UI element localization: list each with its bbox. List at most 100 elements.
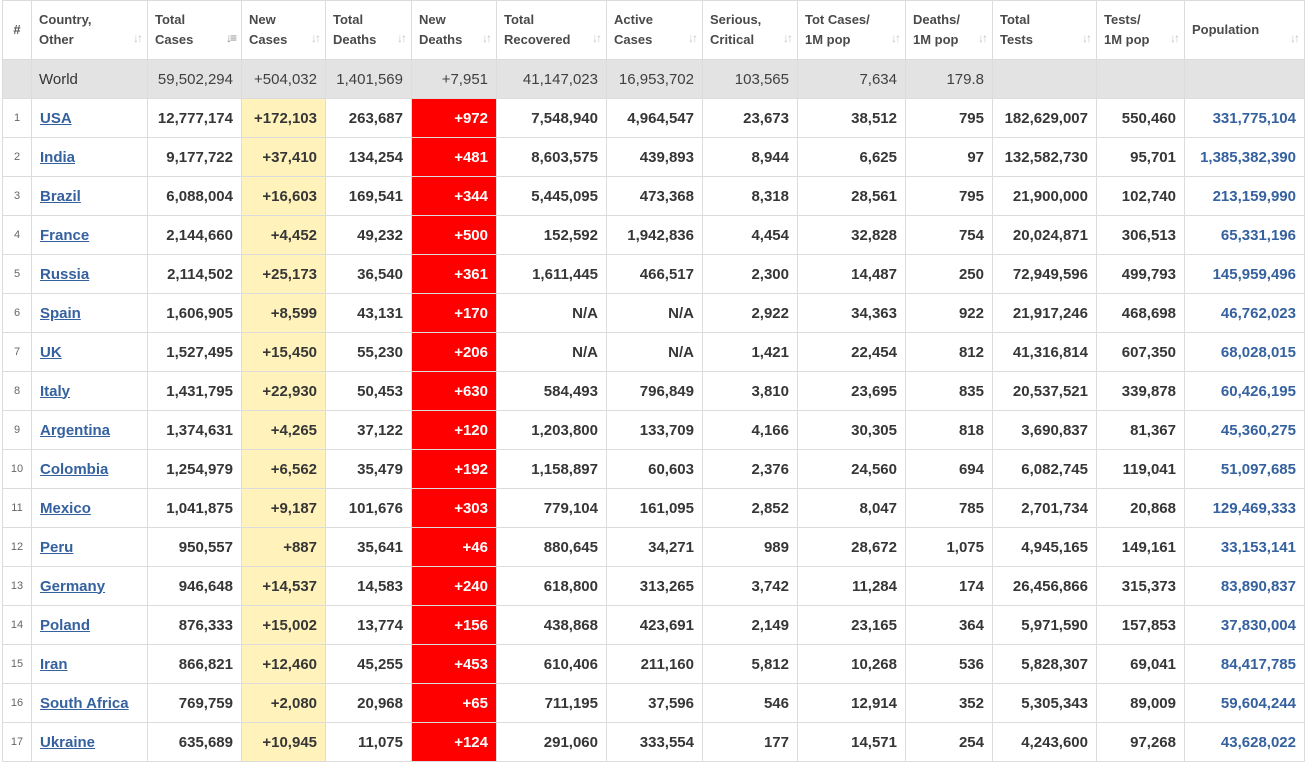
country-name: World bbox=[31, 59, 148, 99]
population-link[interactable]: 84,417,785 bbox=[1220, 655, 1296, 673]
header-label: New bbox=[419, 12, 446, 27]
header-total-recovered[interactable]: Total Recovered ↓↑ bbox=[496, 0, 607, 60]
country-link[interactable]: Brazil bbox=[40, 187, 81, 205]
total-deaths-cell: 13,774 bbox=[325, 605, 412, 645]
header-label: Other bbox=[39, 32, 74, 47]
country-link[interactable]: Russia bbox=[40, 265, 90, 283]
header-total-cases[interactable]: Total Cases ↓≡ bbox=[147, 0, 242, 60]
population-cell bbox=[1184, 59, 1305, 99]
table-row: 1 USA 12,777,174 +172,103 263,687 +972 7,548,9… bbox=[2, 98, 1305, 138]
sort-icon[interactable]: ↓↑ bbox=[783, 31, 793, 45]
total-tests-cell: 182,629,007 bbox=[992, 98, 1097, 138]
total-cases-cell: 6,088,004 bbox=[147, 176, 242, 216]
total-deaths-cell: 134,254 bbox=[325, 137, 412, 177]
active-cases-cell: 313,265 bbox=[606, 566, 703, 606]
tests-1m-cell: 102,740 bbox=[1096, 176, 1185, 216]
new-cases-cell: +22,930 bbox=[241, 371, 326, 411]
country-link[interactable]: Peru bbox=[40, 538, 74, 556]
new-cases-cell: +9,187 bbox=[241, 488, 326, 528]
table-row: 6 Spain 1,606,905 +8,599 43,131 +170 N/A N/A 2,9… bbox=[2, 293, 1305, 333]
country-link[interactable]: Germany bbox=[40, 577, 106, 595]
header-tests-1m[interactable]: Tests/1M pop ↓↑ bbox=[1096, 0, 1185, 60]
country-link[interactable]: Italy bbox=[40, 382, 71, 400]
population-link[interactable]: 213,159,990 bbox=[1212, 187, 1296, 205]
header-label: Cases bbox=[614, 32, 653, 47]
sort-icon[interactable]: ↓↑ bbox=[592, 31, 602, 45]
header-deaths-1m[interactable]: Deaths/1M pop ↓↑ bbox=[905, 0, 993, 60]
header-total-deaths[interactable]: Total Deaths ↓↑ bbox=[325, 0, 412, 60]
population-link[interactable]: 51,097,685 bbox=[1220, 460, 1296, 478]
sort-icon[interactable]: ↓↑ bbox=[397, 31, 407, 45]
tot-cases-1m-cell: 10,268 bbox=[797, 644, 906, 684]
sort-icon[interactable]: ↓↑ bbox=[891, 31, 901, 45]
sort-icon[interactable]: ↓↑ bbox=[688, 31, 698, 45]
serious-critical-cell: 546 bbox=[702, 683, 798, 723]
tests-1m-cell: 306,513 bbox=[1096, 215, 1185, 255]
country-link[interactable]: Iran bbox=[40, 655, 68, 673]
population-link[interactable]: 1,385,382,390 bbox=[1200, 148, 1296, 166]
header-population[interactable]: Population ↓↑ bbox=[1184, 0, 1305, 60]
population-link[interactable]: 331,775,104 bbox=[1212, 109, 1296, 127]
population-link[interactable]: 145,959,496 bbox=[1212, 265, 1296, 283]
sort-icon[interactable]: ↓↑ bbox=[1170, 31, 1180, 45]
population-link[interactable]: 60,426,195 bbox=[1220, 382, 1296, 400]
country-link[interactable]: India bbox=[40, 148, 76, 166]
table-row: 2 India 9,177,722 +37,410 134,254 +481 8,603,5… bbox=[2, 137, 1305, 177]
population-link[interactable]: 59,604,244 bbox=[1220, 694, 1296, 712]
country-link[interactable]: USA bbox=[40, 109, 72, 127]
country-link[interactable]: Spain bbox=[40, 304, 81, 322]
table-header: # Country, Other ↓↑ Total Cases ↓≡ New Cases ↓↑ To… bbox=[2, 0, 1305, 60]
population-link[interactable]: 68,028,015 bbox=[1220, 343, 1296, 361]
country-link[interactable]: Poland bbox=[40, 616, 91, 634]
header-country[interactable]: Country, Other ↓↑ bbox=[31, 0, 148, 60]
total-cases-cell: 946,648 bbox=[147, 566, 242, 606]
header-active-cases[interactable]: Active Cases ↓↑ bbox=[606, 0, 703, 60]
country-cell: Spain bbox=[31, 293, 148, 333]
population-link[interactable]: 43,628,022 bbox=[1220, 733, 1296, 751]
country-link[interactable]: Argentina bbox=[40, 421, 111, 439]
population-link[interactable]: 45,360,275 bbox=[1220, 421, 1296, 439]
header-label: 1M pop bbox=[913, 32, 959, 47]
new-deaths-cell: +630 bbox=[411, 371, 497, 411]
country-link[interactable]: Mexico bbox=[40, 499, 91, 517]
population-link[interactable]: 129,469,333 bbox=[1212, 499, 1296, 517]
header-total-tests[interactable]: Total Tests ↓↑ bbox=[992, 0, 1097, 60]
total-cases-cell: 2,144,660 bbox=[147, 215, 242, 255]
country-link[interactable]: France bbox=[40, 226, 90, 244]
header-label: Cases bbox=[155, 32, 194, 47]
total-deaths-cell: 49,232 bbox=[325, 215, 412, 255]
sort-icon[interactable]: ↓↑ bbox=[1290, 31, 1300, 45]
sort-icon[interactable]: ↓↑ bbox=[133, 31, 143, 45]
active-cases-cell: 1,942,836 bbox=[606, 215, 703, 255]
row-index: 4 bbox=[2, 215, 32, 255]
header-new-cases[interactable]: New Cases ↓↑ bbox=[241, 0, 326, 60]
country-link[interactable]: South Africa bbox=[40, 694, 129, 712]
population-link[interactable]: 83,890,837 bbox=[1220, 577, 1296, 595]
sort-icon[interactable]: ↓↑ bbox=[311, 31, 321, 45]
sort-icon[interactable]: ↓↑ bbox=[1082, 31, 1092, 45]
deaths-1m-cell: 250 bbox=[905, 254, 993, 294]
deaths-1m-cell: 795 bbox=[905, 98, 993, 138]
total-deaths-cell: 11,075 bbox=[325, 722, 412, 762]
new-deaths-cell: +192 bbox=[411, 449, 497, 489]
serious-critical-cell: 3,810 bbox=[702, 371, 798, 411]
new-deaths-cell: +972 bbox=[411, 98, 497, 138]
country-link[interactable]: Ukraine bbox=[40, 733, 96, 751]
population-link[interactable]: 46,762,023 bbox=[1220, 304, 1296, 322]
population-link[interactable]: 37,830,004 bbox=[1220, 616, 1296, 634]
tests-1m-cell: 157,853 bbox=[1096, 605, 1185, 645]
country-cell: UK bbox=[31, 332, 148, 372]
header-new-deaths[interactable]: New Deaths ↓↑ bbox=[411, 0, 497, 60]
country-link[interactable]: Colombia bbox=[40, 460, 109, 478]
sort-descending-icon[interactable]: ↓≡ bbox=[225, 31, 237, 45]
header-serious-critical[interactable]: Serious, Critical ↓↑ bbox=[702, 0, 798, 60]
total-deaths-cell: 14,583 bbox=[325, 566, 412, 606]
sort-icon[interactable]: ↓↑ bbox=[978, 31, 988, 45]
population-cell: 37,830,004 bbox=[1184, 605, 1305, 645]
population-link[interactable]: 65,331,196 bbox=[1220, 226, 1296, 244]
sort-icon[interactable]: ↓↑ bbox=[482, 31, 492, 45]
country-link[interactable]: UK bbox=[40, 343, 62, 361]
header-tot-cases-1m[interactable]: Tot Cases/1M pop ↓↑ bbox=[797, 0, 906, 60]
population-link[interactable]: 33,153,141 bbox=[1220, 538, 1296, 556]
new-cases-cell: +15,002 bbox=[241, 605, 326, 645]
